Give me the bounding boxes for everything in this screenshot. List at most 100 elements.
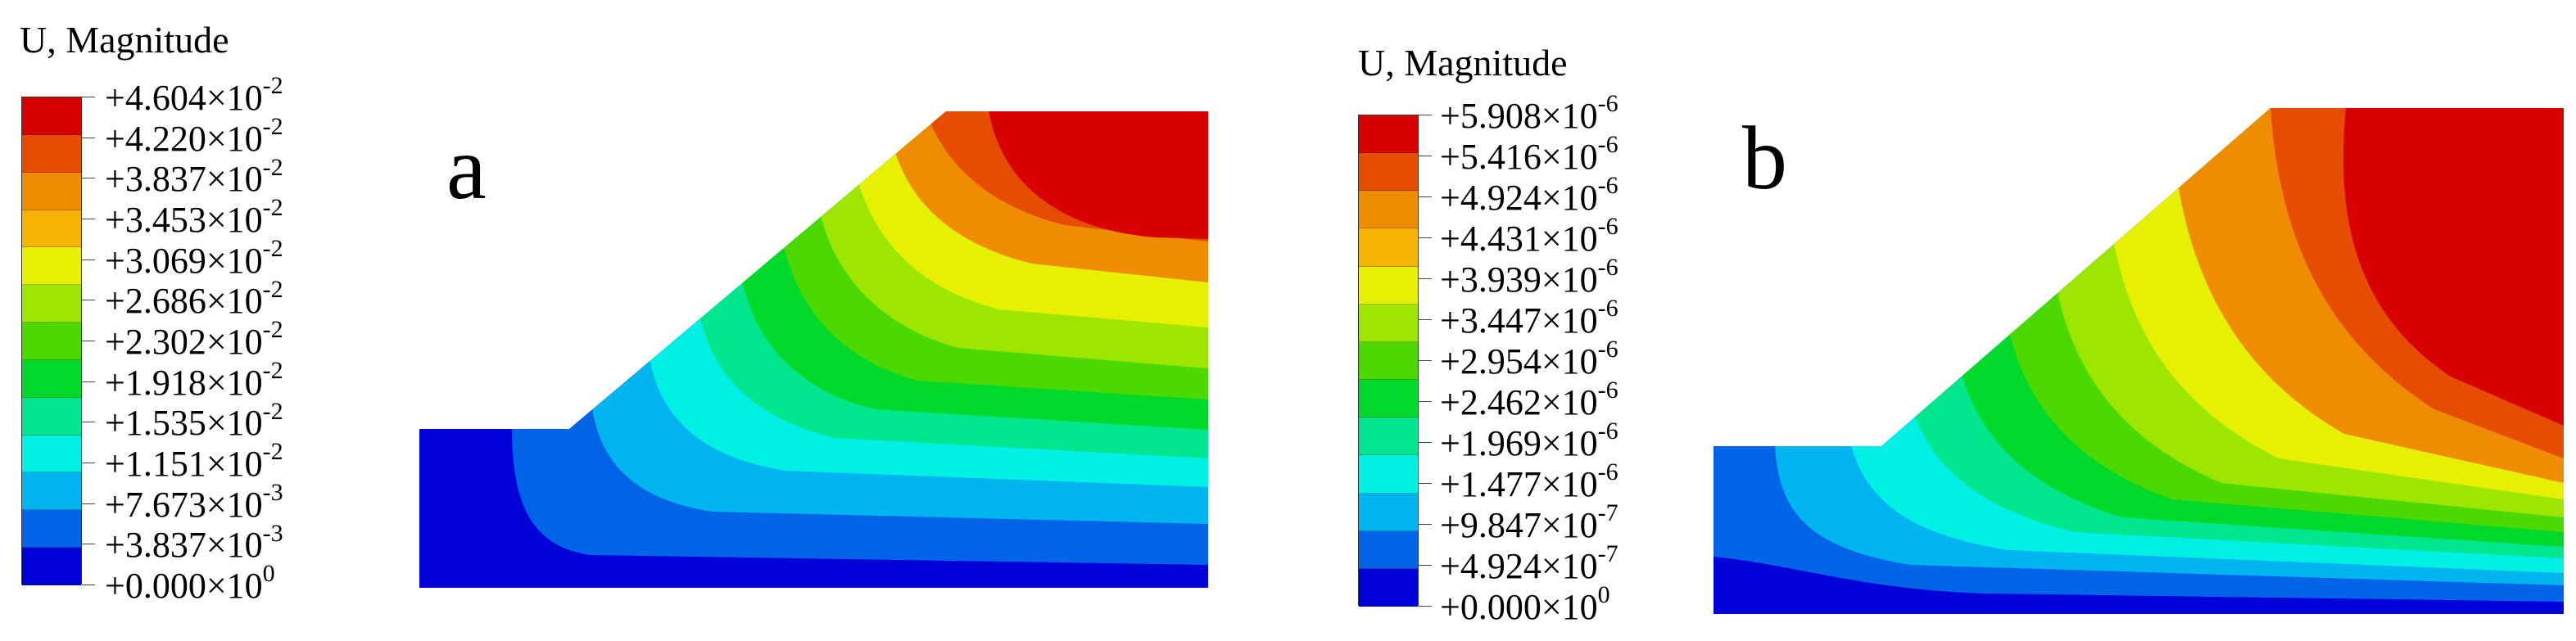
legend-tick (1419, 237, 1432, 238)
contour-bands (419, 111, 1208, 588)
legend-mantissa: +2.686×10 (105, 281, 263, 322)
panel-a: U, Magnitude +4.604×10-2 +4.220×10-2 +3.83… (20, 21, 1208, 606)
legend-exponent: -2 (262, 438, 283, 466)
legend-swatch (22, 134, 81, 173)
legend-label: +4.220×10-2 (105, 115, 283, 157)
legend-exponent: -2 (262, 275, 283, 303)
legend-swatch (22, 172, 81, 210)
legend-mantissa: +4.431×10 (1440, 219, 1598, 259)
legend-tick (1419, 524, 1432, 525)
legend-exponent: -2 (262, 357, 283, 384)
legend-label: +5.908×10-6 (1440, 92, 1618, 136)
legend-exponent: -6 (1597, 131, 1618, 159)
contour-plot (1714, 108, 2564, 614)
legend-label: +3.069×10-2 (105, 237, 283, 281)
legend-swatch (1359, 493, 1418, 531)
legend-exponent: -2 (262, 316, 283, 344)
legend-mantissa: +5.416×10 (1440, 137, 1598, 177)
legend-swatch (22, 285, 81, 323)
legend-swatch (22, 210, 81, 248)
legend-tick (1419, 606, 1432, 607)
legend-swatch (1359, 191, 1418, 229)
legend-exponent: -6 (1597, 458, 1618, 486)
legend-label: +0.000×100 (1440, 583, 1610, 627)
panel-letter: b (1742, 108, 1787, 208)
legend-swatch (1359, 228, 1418, 267)
legend-mantissa: +0.000×10 (105, 566, 263, 606)
legend-label: +3.837×10-2 (105, 155, 283, 197)
legend-tick (1419, 319, 1432, 320)
legend-exponent: -3 (262, 519, 283, 547)
legend-mantissa: +5.908×10 (1440, 96, 1598, 136)
legend-label: +4.924×10-6 (1440, 174, 1618, 218)
legend-tick (82, 503, 95, 504)
legend-label: +0.000×100 (105, 562, 275, 606)
legend-mantissa: +4.924×10 (1440, 546, 1598, 586)
contour-bands (1714, 108, 2564, 614)
legend-mantissa: +1.477×10 (1440, 464, 1598, 504)
legend-label: +1.477×10-6 (1440, 460, 1618, 504)
legend-swatch (22, 472, 81, 511)
band-11 (2343, 108, 2564, 426)
legend-exponent: -2 (262, 397, 283, 425)
legend-label: +1.535×10-2 (105, 399, 283, 444)
legend-mantissa: +3.837×10 (105, 525, 263, 566)
color-legend (1358, 115, 1419, 607)
legend-exponent: -6 (1597, 336, 1618, 363)
legend-exponent: -3 (262, 479, 283, 506)
legend-mantissa: +9.847×10 (1440, 505, 1598, 545)
legend-mantissa: +3.453×10 (105, 200, 263, 240)
legend-mantissa: +3.069×10 (105, 240, 263, 281)
contour-plot (419, 111, 1208, 588)
legend-label: +7.673×10-3 (105, 481, 283, 523)
legend-exponent: -6 (1597, 213, 1618, 241)
legend-swatch (1359, 153, 1418, 192)
legend-title: U, Magnitude (1358, 42, 1568, 84)
panel-letter: a (446, 118, 487, 218)
band-12 (987, 111, 1208, 239)
legend-swatch (22, 359, 81, 398)
legend-exponent: -2 (262, 113, 283, 140)
legend-exponent: -2 (262, 194, 283, 222)
legend-label: +3.453×10-2 (105, 196, 283, 240)
legend-mantissa: +1.535×10 (105, 403, 263, 444)
legend-label: +2.302×10-2 (105, 318, 283, 362)
legend-tick (82, 381, 95, 382)
legend-label: +2.686×10-2 (105, 277, 283, 322)
legend-mantissa: +1.969×10 (1440, 423, 1598, 463)
legend-mantissa: +2.462×10 (1440, 382, 1598, 422)
legend-label: +2.954×10-6 (1440, 337, 1618, 380)
legend-mantissa: +4.924×10 (1440, 178, 1598, 218)
legend-exponent: 0 (1597, 581, 1610, 609)
legend-label: +4.431×10-6 (1440, 214, 1618, 259)
legend-swatch (1359, 418, 1418, 456)
legend-swatch (22, 435, 81, 473)
legend-swatch (1359, 266, 1418, 305)
legend-mantissa: +2.302×10 (105, 322, 263, 362)
legend-tick (1419, 360, 1432, 361)
legend-swatch (1359, 455, 1418, 494)
legend-exponent: -6 (1597, 172, 1618, 200)
legend-label: +3.837×10-3 (105, 521, 283, 566)
legend-swatch (22, 97, 81, 135)
legend-mantissa: +4.604×10 (105, 78, 263, 118)
legend-swatch (22, 323, 81, 360)
legend-swatch (22, 247, 81, 286)
legend-swatch (1359, 115, 1418, 154)
legend-exponent: -6 (1597, 254, 1618, 282)
legend-swatch (1359, 568, 1418, 607)
legend-tick (1419, 442, 1432, 443)
legend-swatch (22, 510, 81, 548)
legend-label: +1.969×10-6 (1440, 419, 1618, 463)
legend-label: +1.151×10-2 (105, 440, 283, 482)
legend-label: +4.604×10-2 (105, 74, 283, 118)
legend-tick (1419, 401, 1432, 402)
legend-label: +9.847×10-7 (1440, 501, 1618, 545)
legend-swatch (1359, 341, 1418, 381)
legend-mantissa: +3.939×10 (1440, 260, 1598, 300)
legend-label: +3.447×10-6 (1440, 296, 1618, 339)
legend-exponent: 0 (262, 560, 275, 588)
legend-mantissa: +1.918×10 (105, 362, 263, 403)
legend-mantissa: +0.000×10 (1440, 587, 1598, 627)
legend-exponent: -7 (1597, 499, 1618, 527)
